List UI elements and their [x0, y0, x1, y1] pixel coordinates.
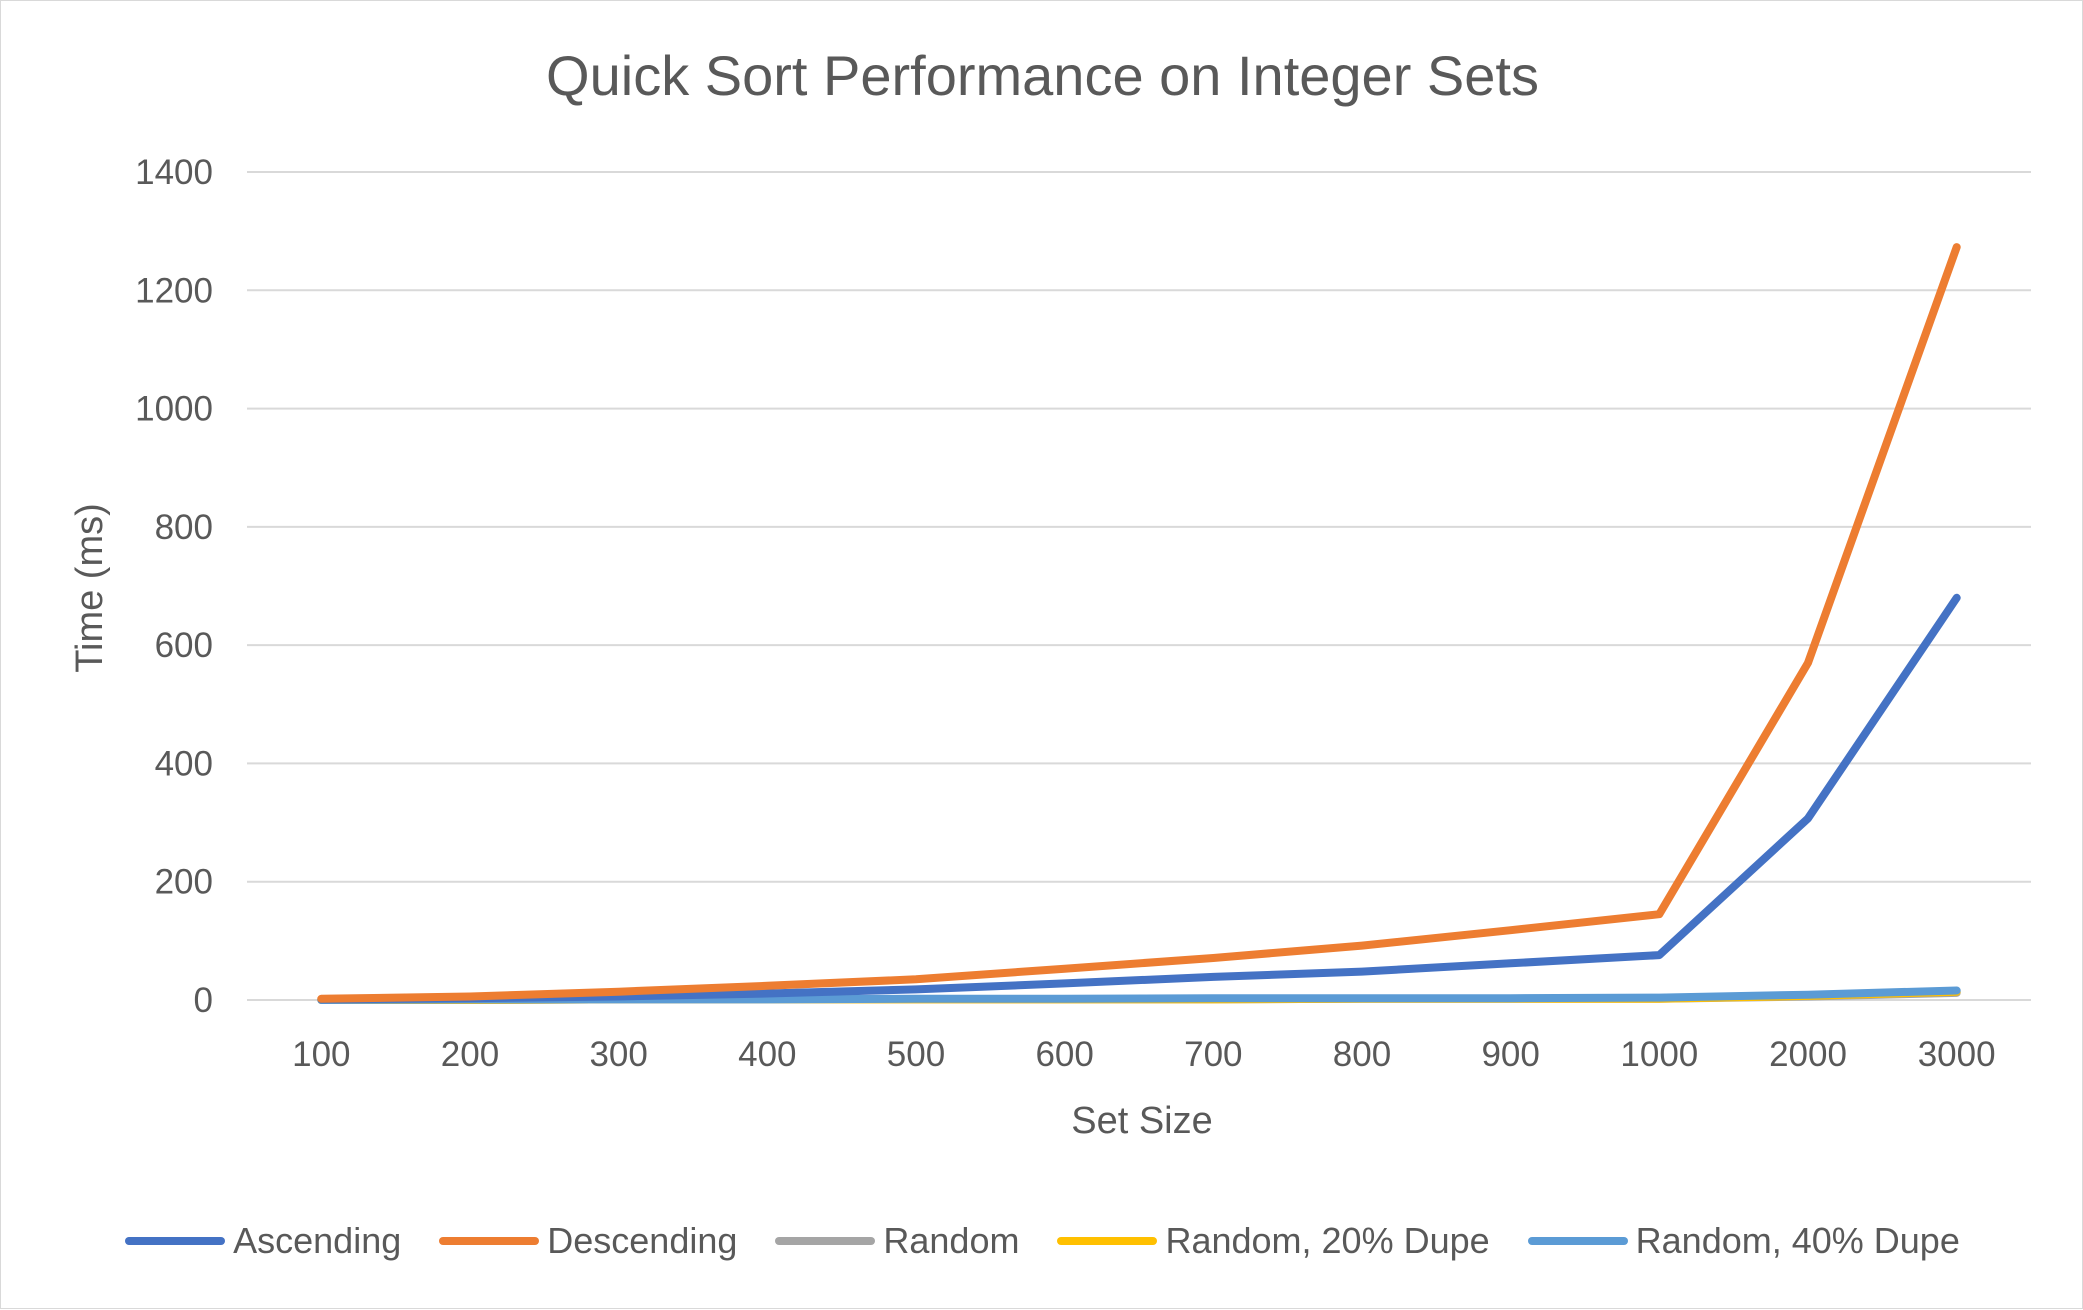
series-lines — [317, 243, 1961, 1004]
legend-item: Random, 40% Dupe — [1527, 1220, 1960, 1262]
x-tick-labels: 100 200 300 400 500 600 700 800 900 1000 2000 3000 — [292, 1035, 1995, 1074]
legend-swatch — [125, 1237, 226, 1245]
legend-swatch — [439, 1237, 540, 1245]
series-line-ascending — [317, 593, 1961, 1004]
legend: Ascending Descending Random Random, 20% Dup… — [1, 1216, 2083, 1266]
legend-label: Ascending — [233, 1220, 402, 1261]
x-tick-label: 400 — [738, 1035, 796, 1074]
y-tick-labels: 0 200 400 600 800 1000 1200 1400 — [135, 153, 213, 1020]
x-tick-label: 800 — [1333, 1035, 1391, 1074]
legend-label: Random, 40% Dupe — [1635, 1220, 1960, 1261]
y-tick-label: 200 — [155, 863, 213, 902]
x-axis-title: Set Size — [1071, 1100, 1213, 1142]
y-tick-label: 600 — [155, 626, 213, 665]
x-tick-label: 2000 — [1769, 1035, 1847, 1074]
legend-item: Random — [775, 1220, 1019, 1262]
legend-label: Random, 20% Dupe — [1165, 1220, 1490, 1261]
x-tick-label: 300 — [589, 1035, 647, 1074]
y-tick-label: 400 — [155, 744, 213, 783]
y-axis-title: Time (ms) — [69, 503, 111, 673]
gridlines — [247, 171, 2031, 1001]
legend-swatch — [1057, 1237, 1158, 1245]
x-tick-label: 200 — [441, 1035, 499, 1074]
x-tick-label: 900 — [1481, 1035, 1539, 1074]
x-tick-label: 600 — [1035, 1035, 1093, 1074]
legend-item: Descending — [439, 1220, 737, 1262]
legend-item: Ascending — [125, 1220, 401, 1262]
legend-label: Descending — [547, 1220, 738, 1261]
legend-label: Random — [883, 1220, 1020, 1261]
legend-swatch — [1527, 1237, 1628, 1245]
y-tick-label: 0 — [194, 981, 213, 1020]
y-tick-label: 1200 — [135, 271, 213, 310]
legend-swatch — [775, 1237, 876, 1245]
y-tick-label: 1000 — [135, 390, 213, 429]
x-tick-label: 100 — [292, 1035, 350, 1074]
x-tick-label: 500 — [887, 1035, 945, 1074]
legend-item: Random, 20% Dupe — [1057, 1220, 1490, 1262]
x-tick-label: 3000 — [1918, 1035, 1996, 1074]
y-tick-label: 800 — [155, 508, 213, 547]
x-tick-label: 700 — [1184, 1035, 1242, 1074]
chart-title: Quick Sort Performance on Integer Sets — [546, 44, 1539, 107]
series-line-descending — [317, 243, 1961, 1003]
x-tick-label: 1000 — [1620, 1035, 1698, 1074]
y-tick-label: 1400 — [135, 153, 213, 192]
